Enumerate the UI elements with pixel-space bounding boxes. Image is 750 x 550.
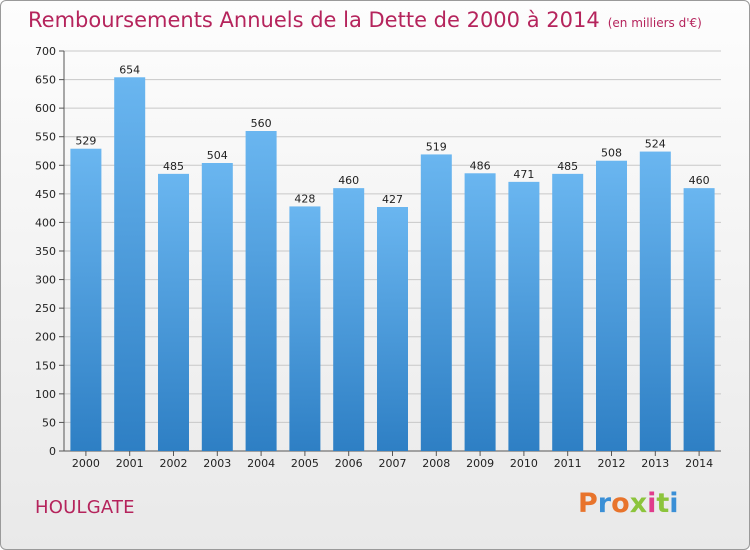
value-label-2008: 519 [426, 140, 447, 153]
y-tick-label: 0 [49, 445, 56, 458]
x-tick-label-2004: 2004 [247, 457, 275, 470]
bar-2010 [508, 181, 540, 451]
y-tick-label: 600 [35, 102, 56, 115]
value-label-2011: 485 [557, 160, 578, 173]
value-label-2001: 654 [119, 63, 140, 76]
logo-letter: i [669, 488, 679, 519]
bar-2012 [596, 160, 627, 451]
x-tick-label-2010: 2010 [510, 457, 538, 470]
bar-2001 [114, 77, 146, 452]
logo-letter: i [647, 488, 657, 519]
value-label-2002: 485 [163, 160, 184, 173]
bar-2005 [289, 206, 321, 451]
bar-2013 [639, 151, 671, 452]
y-tick-label: 250 [35, 302, 56, 315]
value-labels: 529 654 485 504 560 428 460 427 519 486 471 485 508 5… [75, 63, 709, 206]
x-tick-label-2009: 2009 [466, 457, 494, 470]
value-label-2000: 529 [75, 135, 96, 148]
logo-letter: o [611, 488, 630, 519]
x-tick-label-2007: 2007 [379, 457, 407, 470]
chart-title: Remboursements Annuels de la Dette de 20… [28, 8, 702, 32]
bar-2008 [420, 154, 452, 451]
x-tick-label-2000: 2000 [72, 457, 100, 470]
x-tick-label-2003: 2003 [203, 457, 231, 470]
value-label-2014: 460 [689, 174, 710, 187]
y-tick-label: 700 [35, 45, 56, 58]
bar-2002 [158, 173, 189, 451]
value-label-2009: 486 [470, 159, 491, 172]
bar-2004 [245, 131, 277, 451]
x-tick-label-2011: 2011 [554, 457, 582, 470]
value-label-2003: 504 [207, 149, 228, 162]
x-tick-label-2013: 2013 [641, 457, 669, 470]
y-tick-label: 300 [35, 274, 56, 287]
bar-2007 [377, 207, 408, 451]
y-tick-label: 450 [35, 188, 56, 201]
value-label-2012: 508 [601, 147, 622, 160]
value-label-2013: 524 [645, 138, 666, 151]
y-tick-label: 650 [35, 74, 56, 87]
value-label-2004: 560 [251, 117, 272, 130]
value-label-2006: 460 [338, 174, 359, 187]
y-tick-label: 500 [35, 159, 56, 172]
logo-letter: t [656, 488, 670, 519]
x-tick-label-2008: 2008 [422, 457, 450, 470]
x-tick-label-2005: 2005 [291, 457, 319, 470]
y-tick-label: 400 [35, 216, 56, 229]
bar-2006 [333, 188, 365, 451]
proxiti-logo[interactable]: Proxiti [578, 488, 679, 519]
y-tick-label: 550 [35, 131, 56, 144]
y-tick-label: 350 [35, 245, 56, 258]
y-tick-label: 200 [35, 331, 56, 344]
logo-letter: r [597, 488, 612, 519]
chart-subtitle: (en milliers d'€) [607, 16, 702, 30]
value-label-2007: 427 [382, 193, 403, 206]
bar-2011 [552, 173, 584, 451]
value-label-2005: 428 [294, 192, 315, 205]
bar-2014 [683, 188, 715, 451]
x-tick-label-2012: 2012 [598, 457, 626, 470]
value-label-2010: 471 [513, 168, 534, 181]
y-tick-label: 100 [35, 388, 56, 401]
bar-2000 [70, 148, 102, 451]
y-tick-label: 150 [35, 359, 56, 372]
x-tick-label-2006: 2006 [335, 457, 363, 470]
bar-2003 [201, 163, 233, 451]
city-name: HOULGATE [35, 497, 135, 518]
x-tick-label-2014: 2014 [685, 457, 713, 470]
x-tick-label-2001: 2001 [116, 457, 144, 470]
bars [70, 77, 715, 452]
logo-letter: x [629, 488, 648, 519]
x-tick-label-2002: 2002 [160, 457, 188, 470]
bar-2009 [464, 173, 496, 452]
y-tick-label: 50 [42, 416, 56, 429]
chart-title-text: Remboursements Annuels de la Dette de 20… [28, 8, 600, 32]
logo-letter: P [578, 488, 598, 519]
